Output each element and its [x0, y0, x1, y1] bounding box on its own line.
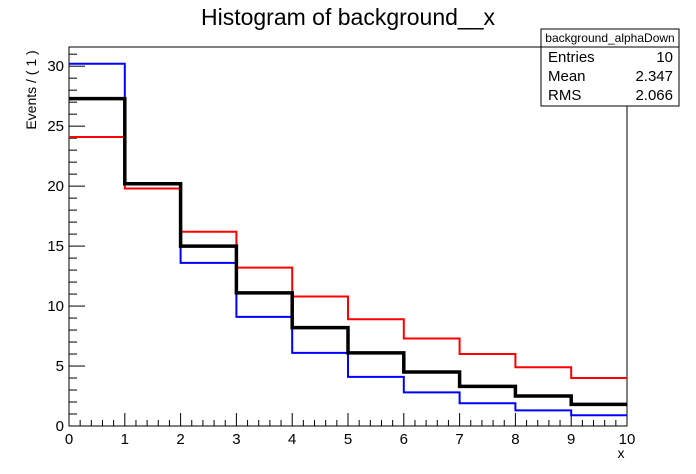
x-tick-label: 9	[567, 431, 575, 448]
chart-title: Histogram of background__x	[201, 4, 496, 30]
x-axis-label: x	[618, 445, 625, 461]
y-axis-label-group: Events / ( 1 )	[23, 50, 39, 129]
y-tick-label: 25	[47, 118, 64, 135]
x-tick-label: 5	[344, 431, 352, 448]
stats-row-label: Entries	[548, 49, 595, 66]
histogram-series-2	[69, 96, 627, 407]
stats-row-value: 2.347	[635, 68, 673, 85]
y-tick-label: 15	[47, 238, 64, 255]
x-tick-label: 4	[288, 431, 296, 448]
y-tick-label: 0	[56, 418, 64, 435]
stats-row-value: 10	[656, 49, 673, 66]
stats-box-title: background_alphaDown	[545, 31, 674, 45]
x-tick-label: 8	[511, 431, 519, 448]
y-axis-label: Events / ( 1 )	[23, 50, 39, 129]
x-tick-label: 10	[619, 431, 636, 448]
plot-area: 0 1 2 3 4 5 6 7 8 9 10 0 5 10 15 20 25 30	[47, 46, 636, 448]
y-tick-label: 10	[47, 298, 64, 315]
y-tick-label: 20	[47, 178, 64, 195]
x-tick-label: 2	[176, 431, 184, 448]
stats-box-frame	[540, 28, 680, 107]
stats-row-label: RMS	[548, 87, 581, 104]
stats-box: background_alphaDown Entries 10 Mean 2.347 RM…	[540, 28, 680, 107]
y-tick-label: 5	[56, 358, 64, 375]
stats-row-value: 2.066	[635, 87, 673, 104]
x-tick-label: 7	[455, 431, 463, 448]
x-tick-label: 1	[121, 431, 129, 448]
y-tick-label: 30	[47, 58, 64, 75]
x-tick-label: 3	[232, 431, 240, 448]
stats-row-label: Mean	[548, 68, 586, 85]
x-tick-label: 6	[400, 431, 408, 448]
x-tick-label: 0	[65, 431, 73, 448]
